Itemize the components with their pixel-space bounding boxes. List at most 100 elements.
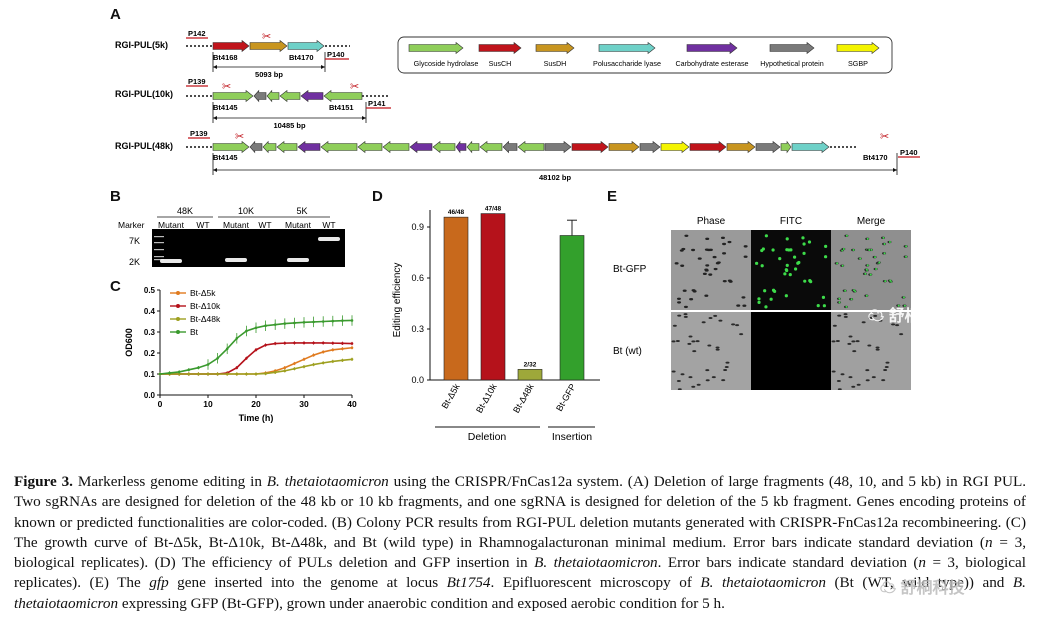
data-point <box>216 372 219 376</box>
cell <box>701 321 706 324</box>
data-point <box>235 337 239 340</box>
caption-italic: B. thetaiotaomicron <box>700 574 826 592</box>
figure-caption: Figure 3. Markerless genome editing in B… <box>14 472 1026 614</box>
bar-2 <box>517 369 543 381</box>
data-point <box>273 323 277 326</box>
gfp-cell <box>883 252 886 255</box>
gel-lane-label: Mutant <box>223 220 250 230</box>
cell <box>875 346 880 349</box>
legend-label-3: Polusaccharide lyase <box>593 59 661 68</box>
cell <box>722 242 727 246</box>
watermark-icon: ☁ <box>880 580 897 597</box>
cell <box>702 272 707 276</box>
data-point <box>350 358 354 361</box>
data-point <box>302 341 306 345</box>
cell <box>683 313 688 316</box>
legend-marker <box>176 304 180 308</box>
legend-label-4: Carbohydrate esterase <box>675 59 748 68</box>
cell <box>716 261 721 264</box>
dim-5k-label: 5093 bp <box>255 70 283 79</box>
legend-label-2: SusDH <box>544 59 567 68</box>
dim-10k-arrow-right <box>362 116 366 120</box>
cell <box>881 379 886 382</box>
gfp-cell <box>838 301 841 304</box>
cell <box>848 376 853 379</box>
data-point <box>312 353 315 357</box>
data-point <box>293 341 296 345</box>
cell <box>705 379 710 382</box>
data-point <box>264 324 267 327</box>
panel-d-bar-chart: 0.0 0.3 0.6 0.9 Editing efficiency 46/48 Bt-Δ5… <box>392 206 600 443</box>
cell <box>727 279 732 282</box>
gfp-cell <box>878 261 881 264</box>
panel-c-letter: C <box>110 278 121 295</box>
gfp-cell <box>836 262 839 265</box>
gfp-cell <box>868 248 871 251</box>
gfp-cell <box>783 272 787 276</box>
scissors-icon: ✂ <box>262 31 271 43</box>
legend-swatch-3 <box>598 41 656 55</box>
cell <box>688 376 693 379</box>
pul-label-5k: RGI-PUL(5k) <box>115 40 168 50</box>
x-tick-label: 0 <box>158 399 163 409</box>
data-point <box>293 362 296 365</box>
gene-48k-20 <box>689 140 727 154</box>
y-tick-label: 0.4 <box>144 307 156 316</box>
gfp-cell <box>785 263 789 267</box>
group-label-deletion: Deletion <box>468 431 507 443</box>
panel-e-microscopy: Phase FITC Merge Bt-GFP Bt (wt) <box>613 216 911 390</box>
gene-48k-2 <box>262 140 277 154</box>
micro-row-bt-gfp: Bt-GFP <box>613 264 647 275</box>
gel-marker-label: Marker <box>118 220 145 230</box>
gfp-cell <box>838 297 841 300</box>
cell <box>873 314 878 317</box>
cell <box>691 289 696 292</box>
data-point <box>321 320 325 323</box>
gfp-cell <box>757 300 761 304</box>
cell <box>705 264 710 267</box>
data-point <box>187 372 191 376</box>
cell <box>677 301 682 304</box>
gfp-cell <box>808 279 812 283</box>
gene-48k-12 <box>479 140 503 154</box>
legend-box <box>397 36 893 74</box>
cell <box>704 268 709 271</box>
data-point <box>177 370 181 374</box>
y-tick-label: 0.3 <box>411 324 424 334</box>
scissors-icon: ✂ <box>350 81 359 93</box>
gel-group-10K: 10K <box>238 206 254 216</box>
gene-48k-22 <box>755 140 781 154</box>
cell <box>851 340 856 343</box>
data-point <box>216 356 219 360</box>
cell <box>883 369 888 372</box>
gfp-cell <box>875 268 878 271</box>
y-tick-label: 0.6 <box>411 273 424 283</box>
gfp-cell <box>869 273 872 276</box>
watermark-logo-2: ☁ 舒桐科技 <box>880 574 964 598</box>
data-point <box>331 319 335 323</box>
y-tick-label: 0.2 <box>144 349 156 358</box>
ladder-band <box>154 236 164 238</box>
data-point <box>197 372 200 376</box>
gfp-cell <box>763 289 767 293</box>
gel-image <box>152 229 345 267</box>
micro-bt-wt-phase <box>671 312 751 390</box>
gfp-cell <box>888 241 891 244</box>
data-point <box>168 371 171 375</box>
cell <box>875 348 880 351</box>
data-point <box>197 366 200 369</box>
x-axis-label: Time (h) <box>239 413 274 423</box>
cell <box>684 234 689 238</box>
cell <box>723 369 728 372</box>
cell <box>713 267 718 271</box>
ladder-band <box>154 259 164 261</box>
data-point <box>302 358 306 361</box>
gel-lane-label: Mutant <box>285 220 312 230</box>
data-point <box>158 372 162 376</box>
cell <box>871 376 876 379</box>
gel-band <box>318 237 340 241</box>
legend-label: Bt-Δ48k <box>190 314 221 324</box>
cell <box>680 264 685 267</box>
primer-p139: P139 <box>188 77 206 86</box>
gel-lane-label: WT <box>322 220 335 230</box>
